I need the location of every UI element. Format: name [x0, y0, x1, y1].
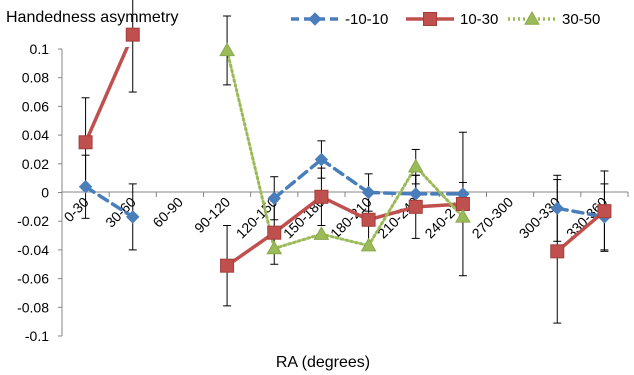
series-10-30-segment [414, 202, 465, 209]
y-tick-label: 0.1 [30, 41, 50, 57]
series-10-30-segment [83, 32, 135, 145]
series-10-30-segment [272, 195, 324, 235]
series-10-30-point [597, 204, 612, 219]
y-tick-label: -0.04 [17, 242, 49, 258]
series--10-10-segment [319, 157, 371, 195]
y-tick-label: 0.04 [22, 127, 49, 143]
y-tick-label: -0.08 [17, 299, 49, 315]
series--10-10-segment [366, 190, 418, 196]
series-30-50-segment [319, 232, 371, 248]
y-tick-label: -0.02 [17, 213, 49, 229]
series-10-30-point [78, 135, 93, 150]
y-tick-label: -0.1 [25, 328, 49, 344]
series-10-30-segment [366, 205, 418, 222]
series-30-50-segment [225, 48, 276, 250]
series--10-10-point [78, 180, 93, 194]
series-10-30-point [220, 258, 235, 273]
error-bars-layer [81, 0, 609, 324]
series-10-30-segment [555, 209, 607, 254]
legend: -10-10 10-30 30-50 [291, 10, 600, 28]
series-30-50-point [313, 226, 330, 240]
plot-top-mask [63, 0, 263, 47]
series-30-50-point [266, 240, 283, 255]
series--10-10-point [267, 191, 281, 205]
x-tick-label: 0-30 [61, 194, 92, 225]
x-axis-title: RA (degrees) [276, 354, 370, 371]
series--10-10-segment [272, 157, 324, 200]
y-tick-label: -0.06 [17, 271, 49, 287]
legend--10-10-marker [308, 12, 322, 26]
series-30-50-segment [414, 165, 465, 219]
series-10-30-point [408, 199, 423, 214]
legend--10-10-label: -10-10 [345, 11, 388, 28]
x-tick-label: 300-330 [516, 194, 564, 242]
series-10-30-point [455, 196, 470, 211]
legend-10-30-marker [423, 12, 437, 26]
markers-layer [78, 27, 612, 273]
series-30-50-point [219, 42, 235, 57]
series-10-30-point [267, 225, 282, 240]
y-tick-label: 0 [41, 185, 49, 201]
series-10-30-segment [319, 195, 371, 222]
legend-10-30-label: 10-30 [460, 11, 498, 28]
legend-30-50-label: 30-50 [562, 11, 600, 28]
series-10-30-point [125, 27, 140, 42]
series--10-10-point [314, 152, 329, 167]
y-axis-title: Handedness asymmetry [6, 9, 179, 26]
x-tick-label: 270-300 [469, 194, 517, 242]
series-30-50-point [455, 208, 471, 223]
y-tick-label: 0.08 [22, 70, 49, 86]
legend-30-50-marker [524, 10, 540, 25]
y-tick-label: 0.02 [22, 156, 49, 172]
series--10-10-point [361, 185, 376, 200]
series-10-30-point [314, 189, 329, 204]
series-lines-layer [83, 32, 607, 268]
series-30-50-segment [272, 232, 323, 250]
series--10-10-point [550, 201, 564, 215]
series--10-10-segment [555, 206, 607, 219]
series-30-50-point [360, 237, 377, 252]
series-10-30-point [550, 244, 565, 259]
x-tick-label: 60-90 [149, 194, 186, 231]
y-tick-label: 0.06 [22, 98, 49, 114]
series-30-50-segment [367, 165, 418, 248]
series--10-10-segment [83, 185, 135, 219]
series-10-30-segment [225, 230, 276, 268]
series--10-10-point [126, 210, 140, 224]
series-10-30-point [361, 212, 376, 227]
series-30-50-point [407, 158, 424, 173]
